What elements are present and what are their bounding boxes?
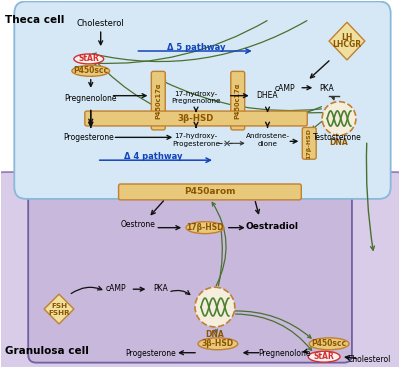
- Text: Cholesterol: Cholesterol: [347, 355, 390, 364]
- Ellipse shape: [198, 338, 238, 350]
- Text: P450scc: P450scc: [312, 339, 347, 348]
- FancyBboxPatch shape: [0, 172, 400, 368]
- Text: cAMP: cAMP: [275, 84, 296, 93]
- Polygon shape: [44, 294, 74, 324]
- Text: P450arom: P450arom: [184, 187, 236, 197]
- Circle shape: [322, 102, 356, 135]
- Text: Pregnenolone: Pregnenolone: [64, 94, 117, 103]
- Text: 17β-HSD: 17β-HSD: [186, 223, 224, 232]
- Ellipse shape: [308, 351, 340, 362]
- Text: Pregnenolone: Pregnenolone: [258, 349, 311, 358]
- Text: DNA: DNA: [330, 138, 348, 147]
- Text: LHCGR: LHCGR: [332, 40, 362, 49]
- Text: StAR: StAR: [78, 54, 99, 63]
- Text: Δ 5 pathway: Δ 5 pathway: [167, 43, 225, 52]
- Text: 3β-HSD: 3β-HSD: [202, 339, 234, 348]
- Text: LH: LH: [341, 33, 353, 42]
- FancyBboxPatch shape: [151, 71, 165, 130]
- Ellipse shape: [186, 222, 224, 234]
- FancyBboxPatch shape: [14, 1, 391, 199]
- Text: FSH: FSH: [51, 302, 67, 309]
- Text: Theca cell: Theca cell: [5, 15, 65, 25]
- Text: Oestradiol: Oestradiol: [245, 222, 298, 231]
- Text: Cholesterol: Cholesterol: [77, 19, 124, 28]
- Text: FSHR: FSHR: [48, 309, 70, 315]
- FancyBboxPatch shape: [302, 127, 316, 159]
- FancyBboxPatch shape: [231, 71, 245, 130]
- Text: 3β-HSD: 3β-HSD: [178, 114, 214, 123]
- Text: DHEA: DHEA: [257, 91, 278, 100]
- Text: ✕: ✕: [223, 138, 231, 148]
- Ellipse shape: [72, 66, 110, 76]
- Text: P450c17α: P450c17α: [155, 82, 161, 119]
- Text: 17-hydroxy-
Pregnenolone: 17-hydroxy- Pregnenolone: [171, 91, 221, 104]
- Text: Granulosa cell: Granulosa cell: [5, 346, 89, 356]
- Text: P450c17α: P450c17α: [235, 82, 241, 119]
- Text: Androstene-
dione: Androstene- dione: [246, 133, 290, 147]
- Circle shape: [195, 287, 235, 327]
- Text: 17-hydroxy-
Progesterone: 17-hydroxy- Progesterone: [172, 133, 220, 147]
- Text: Oestrone: Oestrone: [121, 220, 156, 229]
- Text: cAMP: cAMP: [105, 284, 126, 293]
- Text: StAR: StAR: [314, 352, 334, 361]
- FancyBboxPatch shape: [28, 180, 352, 362]
- Text: Δ 4 pathway: Δ 4 pathway: [124, 152, 182, 161]
- Text: PKA: PKA: [320, 84, 334, 93]
- Text: Testosterone: Testosterone: [313, 133, 362, 142]
- Text: P450scc: P450scc: [73, 66, 108, 75]
- Ellipse shape: [309, 338, 349, 350]
- FancyBboxPatch shape: [85, 111, 307, 126]
- Text: Progesterone: Progesterone: [125, 349, 176, 358]
- Ellipse shape: [74, 54, 104, 64]
- Text: Progesterone: Progesterone: [64, 133, 114, 142]
- Text: 17β-HSD: 17β-HSD: [307, 128, 312, 159]
- FancyBboxPatch shape: [118, 184, 301, 200]
- Text: PKA: PKA: [153, 284, 168, 293]
- Text: DNA: DNA: [206, 330, 224, 339]
- Polygon shape: [329, 22, 365, 60]
